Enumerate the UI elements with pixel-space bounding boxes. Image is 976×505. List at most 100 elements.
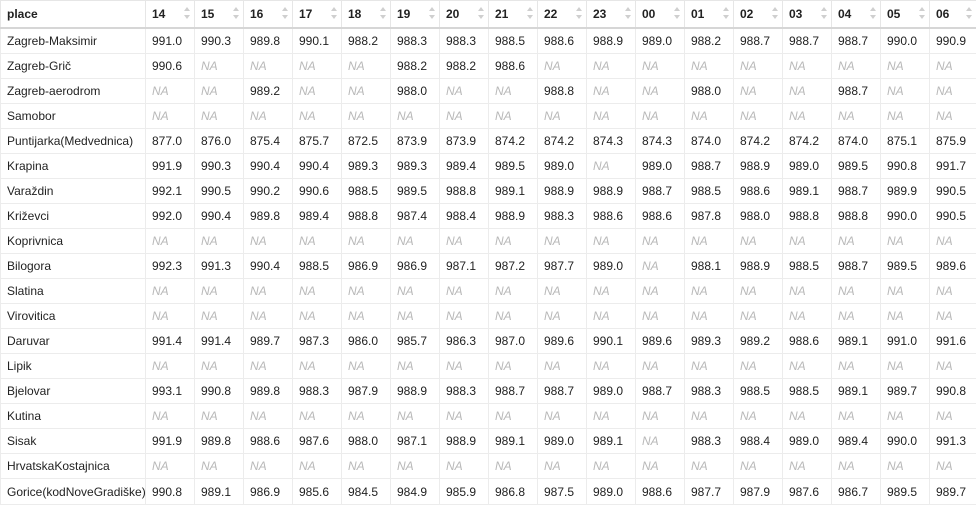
sort-arrows-icon[interactable] [966,7,972,19]
column-header-hour-01[interactable]: 01 [685,1,734,29]
value-cell: 988.2 [440,54,489,79]
column-header-hour-14[interactable]: 14 [146,1,195,29]
place-cell: Bilogora [1,254,146,279]
value-cell: 990.8 [930,379,976,404]
value-cell: NA [930,279,976,304]
value-cell: NA [440,354,489,379]
value-cell: NA [489,104,538,129]
sort-arrows-icon[interactable] [184,7,190,19]
sort-arrows-icon[interactable] [821,7,827,19]
column-header-label: 23 [593,7,606,21]
sort-arrows-icon[interactable] [723,7,729,19]
sort-arrows-icon[interactable] [576,7,582,19]
column-header-hour-15[interactable]: 15 [195,1,244,29]
column-header-place[interactable]: place [1,1,146,29]
value-cell: 989.2 [244,79,293,104]
value-cell: 988.9 [734,154,783,179]
value-cell: 991.4 [195,329,244,354]
value-cell: NA [783,54,832,79]
value-cell: 987.3 [293,329,342,354]
column-header-hour-05[interactable]: 05 [881,1,930,29]
value-cell: 874.3 [587,129,636,154]
value-cell: 989.4 [440,154,489,179]
column-header-hour-02[interactable]: 02 [734,1,783,29]
value-cell: NA [930,404,976,429]
value-cell: NA [244,304,293,329]
column-header-label: 00 [642,7,655,21]
value-cell: 988.0 [391,79,440,104]
value-cell: NA [293,54,342,79]
column-header-hour-19[interactable]: 19 [391,1,440,29]
value-cell: NA [587,454,636,479]
column-header-hour-00[interactable]: 00 [636,1,685,29]
value-cell: NA [881,354,930,379]
value-cell: 874.3 [636,129,685,154]
sort-arrows-icon[interactable] [233,7,239,19]
value-cell: 990.5 [195,179,244,204]
sort-arrows-icon[interactable] [478,7,484,19]
value-cell: NA [930,354,976,379]
sort-arrows-icon[interactable] [527,7,533,19]
column-header-hour-18[interactable]: 18 [342,1,391,29]
value-cell: 991.9 [146,429,195,454]
value-cell: NA [734,229,783,254]
value-cell: 988.3 [391,28,440,54]
sort-arrows-icon[interactable] [919,7,925,19]
sort-arrows-icon[interactable] [282,7,288,19]
column-header-hour-16[interactable]: 16 [244,1,293,29]
value-cell: NA [832,454,881,479]
sort-arrows-icon[interactable] [429,7,435,19]
value-cell: NA [342,54,391,79]
value-cell: NA [734,404,783,429]
column-header-hour-06[interactable]: 06 [930,1,976,29]
sort-arrows-icon[interactable] [380,7,386,19]
value-cell: 989.6 [636,329,685,354]
value-cell: NA [440,79,489,104]
column-header-hour-22[interactable]: 22 [538,1,587,29]
value-cell: NA [440,404,489,429]
value-cell: NA [244,454,293,479]
column-header-hour-03[interactable]: 03 [783,1,832,29]
value-cell: 989.0 [783,429,832,454]
column-header-label: 20 [446,7,459,21]
column-header-hour-20[interactable]: 20 [440,1,489,29]
value-cell: NA [538,54,587,79]
value-cell: NA [195,104,244,129]
value-cell: 989.1 [489,429,538,454]
sort-arrows-icon[interactable] [674,7,680,19]
place-cell: Krapina [1,154,146,179]
value-cell: NA [391,354,440,379]
value-cell: NA [293,279,342,304]
sort-arrows-icon[interactable] [331,7,337,19]
value-cell: NA [342,354,391,379]
column-header-hour-04[interactable]: 04 [832,1,881,29]
value-cell: NA [195,304,244,329]
value-cell: 989.0 [636,28,685,54]
value-cell: NA [636,54,685,79]
place-cell: Virovitica [1,304,146,329]
sort-arrows-icon[interactable] [625,7,631,19]
value-cell: 989.3 [685,329,734,354]
value-cell: NA [685,229,734,254]
value-cell: 988.8 [783,204,832,229]
value-cell: 986.9 [391,254,440,279]
value-cell: NA [783,279,832,304]
value-cell: 988.5 [783,254,832,279]
value-cell: 874.2 [783,129,832,154]
sort-arrows-icon[interactable] [870,7,876,19]
column-header-hour-17[interactable]: 17 [293,1,342,29]
value-cell: 989.1 [783,179,832,204]
value-cell: 985.7 [391,329,440,354]
value-cell: NA [734,304,783,329]
value-cell: 989.3 [342,154,391,179]
value-cell: NA [587,404,636,429]
value-cell: 988.7 [832,28,881,54]
value-cell: 989.0 [538,154,587,179]
column-header-hour-21[interactable]: 21 [489,1,538,29]
value-cell: 988.2 [342,28,391,54]
sort-arrows-icon[interactable] [772,7,778,19]
value-cell: 990.4 [244,154,293,179]
column-header-hour-23[interactable]: 23 [587,1,636,29]
